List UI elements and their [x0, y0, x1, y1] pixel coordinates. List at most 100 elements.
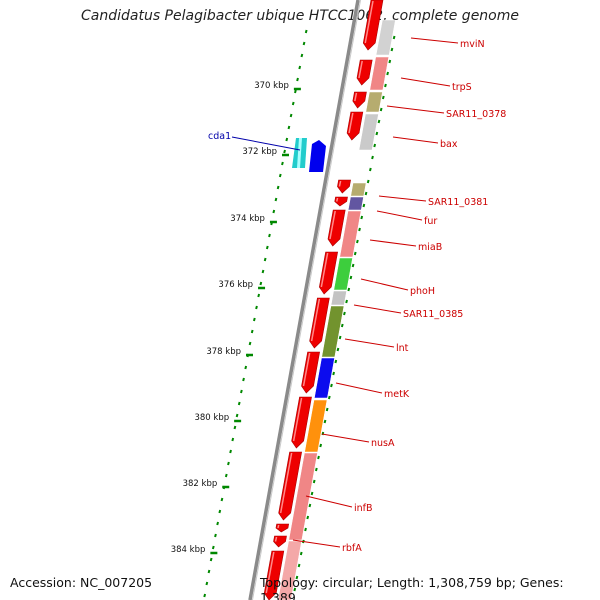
- right-dot-tick: [323, 419, 327, 424]
- cog-block: [358, 113, 379, 151]
- gene-leader-line: [376, 210, 423, 221]
- gene-arrow-highlight: [338, 180, 342, 187]
- left-dot-tick: [289, 113, 293, 118]
- left-dot-tick: [304, 29, 308, 34]
- gene-leader-line: [410, 37, 459, 44]
- left-dot-tick: [281, 161, 284, 166]
- gene-label: fur: [424, 216, 437, 227]
- right-dot-tick: [325, 407, 329, 412]
- gene-leader-line: [386, 105, 445, 114]
- left-dot-tick: [294, 89, 297, 94]
- right-dot-tick: [306, 515, 310, 520]
- gene-leader-line: [344, 338, 395, 348]
- right-dot-tick: [304, 527, 307, 532]
- gene-leader-line: [321, 433, 370, 443]
- right-dot-tick: [377, 119, 381, 124]
- gene-arrow-highlight: [292, 397, 303, 442]
- gene-arrow-highlight: [364, 0, 374, 44]
- left-dot-tick: [242, 377, 245, 382]
- cog-layer: [277, 19, 396, 600]
- right-dot-tick: [297, 563, 301, 568]
- gene-arrow: [278, 451, 302, 521]
- cog-block: [347, 196, 364, 211]
- left-dot-tick: [287, 125, 291, 130]
- cog-block: [304, 399, 328, 453]
- scale-label: 378 kbp: [206, 347, 241, 357]
- right-dot-tick: [319, 443, 323, 448]
- right-dot-tick: [327, 395, 331, 400]
- right-dot-tick: [293, 587, 297, 592]
- right-dot-tick: [362, 203, 366, 208]
- left-dot-tick: [274, 197, 278, 202]
- left-dot-tick: [248, 341, 252, 346]
- left-dot-tick: [250, 329, 254, 334]
- genome-stats-text: Topology: circular; Length: 1,308,759 bp…: [260, 575, 564, 600]
- right-dot-tick: [379, 107, 383, 112]
- right-dot-tick: [332, 371, 336, 376]
- gene-leader-line: [378, 195, 427, 202]
- right-dot-tick: [347, 287, 351, 292]
- cog-block: [314, 357, 335, 399]
- left-dot-tick: [231, 437, 235, 442]
- right-dot-tick: [317, 455, 320, 460]
- gene-arrow: [291, 396, 312, 449]
- cda1-arrow: [309, 140, 326, 172]
- left-dot-tick: [214, 533, 217, 538]
- gene-leader-line: [392, 136, 439, 144]
- left-dot-tick: [263, 257, 267, 262]
- gene-arrow-highlight: [320, 252, 329, 288]
- scale-label: 382 kbp: [183, 479, 218, 489]
- left-dot-tick: [300, 53, 304, 58]
- right-dot-tick: [375, 131, 379, 136]
- cog-block: [369, 56, 390, 91]
- right-dot-tick: [340, 323, 344, 328]
- right-dot-tick: [353, 251, 357, 256]
- cog-block: [339, 210, 362, 258]
- gene-leader-line: [335, 382, 383, 394]
- backbone-highlight: [252, 0, 361, 600]
- left-dot-tick: [216, 521, 220, 526]
- left-dot-tick: [233, 425, 237, 430]
- left-dot-tick: [244, 365, 248, 370]
- left-dot-tick: [218, 509, 222, 514]
- accession-text: Accession: NC_007205: [10, 575, 153, 590]
- gene-arrow: [346, 111, 364, 141]
- gene-label: SAR11_0385: [403, 309, 463, 320]
- right-dot-tick: [314, 467, 318, 472]
- right-dot-tick: [386, 71, 390, 76]
- scale-label: 374 kbp: [230, 214, 265, 224]
- right-dot-tick: [366, 179, 370, 184]
- left-dot-tick: [203, 593, 207, 598]
- gene-arrow: [301, 351, 320, 394]
- gene-arrow-highlight: [310, 298, 321, 342]
- right-dot-tick: [371, 155, 374, 160]
- gene-leader-line: [292, 539, 341, 548]
- left-dot-tick: [240, 389, 243, 394]
- right-dot-tick: [384, 83, 387, 88]
- right-dot-tick: [360, 215, 364, 220]
- right-dot-tick: [351, 263, 355, 268]
- gene-label: infB: [354, 503, 373, 514]
- tick-layer: 370 kbp 372 kbp 374 kbp 376 kbp 378 kbp 380 k…: [171, 29, 396, 598]
- left-dot-tick: [252, 317, 256, 322]
- left-dot-tick: [211, 545, 215, 550]
- right-dot-tick: [345, 299, 348, 304]
- left-dot-tick: [261, 269, 265, 274]
- left-dot-tick: [205, 581, 209, 586]
- left-dot-tick: [209, 557, 213, 562]
- right-dot-tick: [299, 551, 303, 556]
- gene-arrow: [327, 209, 346, 247]
- right-dot-tick: [373, 143, 377, 148]
- gene-label: SAR11_0378: [446, 109, 506, 120]
- gene-arrow-highlight: [335, 197, 339, 202]
- left-dot-tick: [285, 137, 289, 142]
- left-dot-tick: [220, 497, 224, 502]
- gene-label: nusA: [371, 438, 395, 449]
- right-dot-tick: [368, 167, 372, 172]
- gene-arrow-highlight: [279, 452, 293, 514]
- left-dot-tick: [298, 65, 302, 70]
- left-dot-tick: [259, 281, 263, 286]
